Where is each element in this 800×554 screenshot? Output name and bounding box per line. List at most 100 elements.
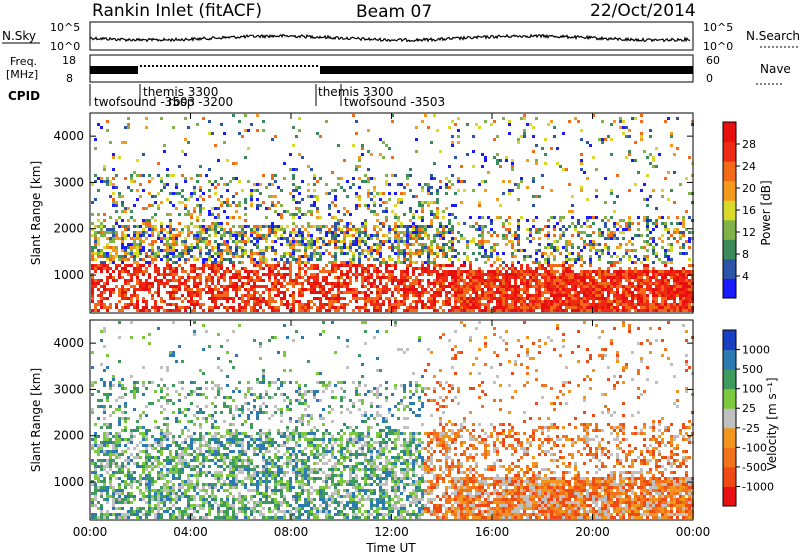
heatmap-cell bbox=[187, 234, 190, 237]
heatmap-cell bbox=[373, 270, 376, 273]
heatmap-cell bbox=[607, 234, 610, 237]
heatmap-cell bbox=[295, 213, 298, 216]
heatmap-cell bbox=[262, 174, 265, 177]
heatmap-cell bbox=[379, 264, 382, 267]
heatmap-cell bbox=[583, 270, 586, 273]
heatmap-cell bbox=[373, 201, 376, 204]
heatmap-cell bbox=[565, 258, 568, 261]
heatmap-cell bbox=[508, 294, 511, 297]
heatmap-cell bbox=[643, 240, 646, 243]
heatmap-cell bbox=[427, 201, 430, 204]
heatmap-cell bbox=[238, 306, 241, 309]
heatmap-cell bbox=[214, 207, 217, 210]
heatmap-cell bbox=[682, 222, 685, 225]
heatmap-cell bbox=[259, 300, 262, 303]
heatmap-cell bbox=[373, 204, 376, 207]
heatmap-cell bbox=[613, 120, 616, 123]
heatmap-cell bbox=[514, 279, 517, 282]
heatmap-cell bbox=[166, 231, 169, 234]
heatmap-cell bbox=[109, 480, 112, 483]
heatmap-cell bbox=[226, 204, 229, 207]
heatmap-cell bbox=[463, 303, 466, 306]
heatmap-cell bbox=[238, 204, 241, 207]
heatmap-cell bbox=[136, 249, 139, 252]
heatmap-cell bbox=[205, 240, 208, 243]
heatmap-cell bbox=[613, 237, 616, 240]
heatmap-cell bbox=[535, 285, 538, 288]
heatmap-cell bbox=[541, 147, 544, 150]
heatmap-cell bbox=[97, 405, 100, 408]
heatmap-cell bbox=[193, 237, 196, 240]
heatmap-cell bbox=[394, 225, 397, 228]
heatmap-cell bbox=[478, 297, 481, 300]
heatmap-cell bbox=[103, 453, 106, 456]
heatmap-cell bbox=[325, 276, 328, 279]
heatmap-cell bbox=[106, 459, 109, 462]
heatmap-cell bbox=[652, 165, 655, 168]
heatmap-cell bbox=[586, 297, 589, 300]
heatmap-cell bbox=[130, 501, 133, 504]
heatmap-cell bbox=[124, 234, 127, 237]
heatmap-cell bbox=[400, 261, 403, 264]
heatmap-cell bbox=[457, 294, 460, 297]
heatmap-cell bbox=[355, 165, 358, 168]
heatmap-cell bbox=[346, 222, 349, 225]
heatmap-cell bbox=[571, 294, 574, 297]
heatmap-cell bbox=[532, 195, 535, 198]
heatmap-cell bbox=[496, 267, 499, 270]
heatmap-cell bbox=[157, 291, 160, 294]
heatmap-cell bbox=[274, 135, 277, 138]
heatmap-cell bbox=[610, 255, 613, 258]
heatmap-cell bbox=[379, 306, 382, 309]
heatmap-cell bbox=[268, 273, 271, 276]
heatmap-cell bbox=[169, 267, 172, 270]
heatmap-cell bbox=[520, 297, 523, 300]
heatmap-cell bbox=[145, 279, 148, 282]
heatmap-cell bbox=[628, 258, 631, 261]
heatmap-cell bbox=[391, 228, 394, 231]
heatmap-cell bbox=[217, 306, 220, 309]
heatmap-cell bbox=[529, 255, 532, 258]
heatmap-cell bbox=[103, 345, 106, 348]
heatmap-cell bbox=[286, 288, 289, 291]
heatmap-cell bbox=[334, 204, 337, 207]
heatmap-cell bbox=[301, 198, 304, 201]
heatmap-cell bbox=[238, 309, 241, 312]
heatmap-cell bbox=[97, 309, 100, 312]
heatmap-cell bbox=[472, 150, 475, 153]
heatmap-cell bbox=[388, 198, 391, 201]
heatmap-cell bbox=[538, 282, 541, 285]
heatmap-cell bbox=[493, 261, 496, 264]
heatmap-cell bbox=[571, 273, 574, 276]
heatmap-cell bbox=[250, 258, 253, 261]
heatmap-cell bbox=[112, 183, 115, 186]
heatmap-cell bbox=[358, 177, 361, 180]
heatmap-cell bbox=[97, 450, 100, 453]
heatmap-cell bbox=[457, 252, 460, 255]
heatmap-cell bbox=[187, 276, 190, 279]
heatmap-cell bbox=[301, 309, 304, 312]
heatmap-cell bbox=[385, 219, 388, 222]
heatmap-cell bbox=[550, 216, 553, 219]
heatmap-cell bbox=[475, 288, 478, 291]
heatmap-cell bbox=[403, 279, 406, 282]
heatmap-cell bbox=[163, 144, 166, 147]
heatmap-cell bbox=[574, 300, 577, 303]
heatmap-cell bbox=[91, 252, 94, 255]
heatmap-cell bbox=[103, 408, 106, 411]
heatmap-cell bbox=[319, 306, 322, 309]
heatmap-cell bbox=[121, 465, 124, 468]
heatmap-cell bbox=[373, 177, 376, 180]
heatmap-cell bbox=[403, 261, 406, 264]
heatmap-cell bbox=[436, 279, 439, 282]
freq-left-tick-top: 18 bbox=[62, 54, 76, 67]
heatmap-cell bbox=[466, 276, 469, 279]
heatmap-cell bbox=[148, 204, 151, 207]
heatmap-cell bbox=[271, 267, 274, 270]
heatmap-cell bbox=[565, 306, 568, 309]
heatmap-cell bbox=[415, 288, 418, 291]
heatmap-cell bbox=[610, 192, 613, 195]
heatmap-cell bbox=[634, 285, 637, 288]
heatmap-cell bbox=[136, 288, 139, 291]
heatmap-cell bbox=[673, 279, 676, 282]
